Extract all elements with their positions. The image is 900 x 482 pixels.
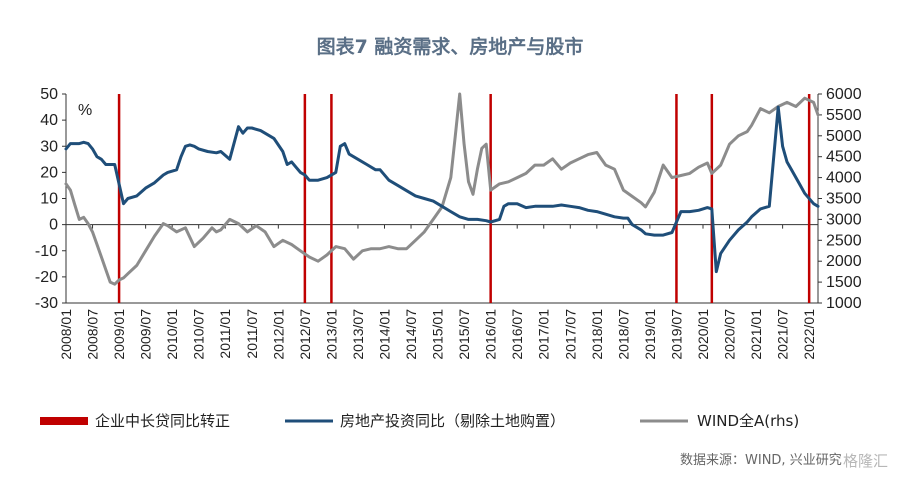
source-note: 数据来源：WIND, 兴业研究 xyxy=(680,453,842,468)
series-layer xyxy=(64,92,820,286)
x-tick-label: 2011/01 xyxy=(217,309,233,359)
x-tick-label: 2012/07 xyxy=(297,309,313,360)
x-tick-label: 2008/07 xyxy=(85,309,101,360)
series-line-wind-all-a xyxy=(64,92,820,286)
y-left-tick-label: 50 xyxy=(40,86,58,103)
y-right-tick-label: 3000 xyxy=(826,211,862,228)
y-left-tick-label: 10 xyxy=(40,191,58,208)
x-tick-label: 2013/07 xyxy=(350,309,366,360)
x-tick-label: 2019/01 xyxy=(642,309,658,360)
x-tick-label: 2020/07 xyxy=(722,309,738,360)
series-line-property-investment xyxy=(64,105,820,274)
turn-positive-markers xyxy=(117,94,811,303)
x-tick-label: 2013/01 xyxy=(323,309,339,360)
y-right-tick-label: 6000 xyxy=(826,86,862,103)
y-right-tick-label: 4000 xyxy=(826,170,862,187)
x-tick-label: 2016/01 xyxy=(483,309,499,360)
x-tick-label: 2021/01 xyxy=(748,309,764,360)
x-tick-label: 2018/01 xyxy=(589,309,605,360)
legend-label-markers: 企业中长贷同比转正 xyxy=(95,412,230,430)
x-tick-label: 2009/01 xyxy=(111,309,127,360)
chart-title: 图表7 融资需求、房地产与股市 xyxy=(317,35,584,58)
y-right-tick-label: 1000 xyxy=(826,295,862,312)
x-tick-label: 2016/07 xyxy=(509,309,525,360)
legend: 企业中长贷同比转正 房地产投资同比（剔除土地购置） WIND全A(rhs) xyxy=(40,412,799,430)
x-tick-label: 2018/07 xyxy=(615,309,631,360)
x-tick-label: 2017/01 xyxy=(536,309,552,360)
x-tick-label: 2015/01 xyxy=(430,309,446,360)
x-tick-label: 2022/01 xyxy=(801,309,817,360)
x-tick-label: 2019/07 xyxy=(668,309,684,360)
y-right-tick-label: 2000 xyxy=(826,253,862,270)
x-tick-label: 2021/07 xyxy=(775,309,791,360)
x-tick-label: 2011/07 xyxy=(244,309,260,359)
x-tick-label: 2012/01 xyxy=(270,309,286,360)
y-left-tick-label: 20 xyxy=(40,164,58,181)
y-right-tick-label: 3500 xyxy=(826,191,862,208)
y-left-tick-label: 30 xyxy=(40,138,58,155)
x-tick-label: 2014/01 xyxy=(376,309,392,360)
legend-label-property: 房地产投资同比（剔除土地购置） xyxy=(340,412,565,430)
axes: -30 -20 -10 0 10 20 30 40 50 1000 1500 2000 2500 3000… xyxy=(35,86,862,360)
x-tick-label: 2015/07 xyxy=(456,309,472,360)
x-tick-label: 2009/07 xyxy=(138,309,154,360)
x-tick-label: 2010/07 xyxy=(191,309,207,360)
y-right-tick-label: 2500 xyxy=(826,232,862,249)
y-right-tick-label: 5000 xyxy=(826,128,862,145)
y-left-tick-label: -20 xyxy=(35,269,58,286)
legend-label-stock: WIND全A(rhs) xyxy=(697,412,799,430)
watermark: 格隆汇 xyxy=(843,452,888,470)
y-unit-label: % xyxy=(78,102,92,119)
legend-swatch-markers xyxy=(40,417,88,425)
x-tick-label: 2017/07 xyxy=(562,309,578,360)
x-tick-label: 2010/01 xyxy=(164,309,180,360)
y-left-tick-label: 40 xyxy=(40,112,58,129)
y-left-tick-label: 0 xyxy=(49,217,58,234)
y-left-tick-label: -10 xyxy=(35,243,58,260)
y-right-tick-label: 5500 xyxy=(826,107,862,124)
x-tick-label: 2008/01 xyxy=(58,309,74,360)
x-tick-label: 2014/07 xyxy=(403,309,419,360)
y-left-tick-label: -30 xyxy=(35,295,58,312)
x-tick-label: 2020/01 xyxy=(695,309,711,360)
y-right-tick-label: 1500 xyxy=(826,274,862,291)
y-right-tick-label: 4500 xyxy=(826,149,862,166)
